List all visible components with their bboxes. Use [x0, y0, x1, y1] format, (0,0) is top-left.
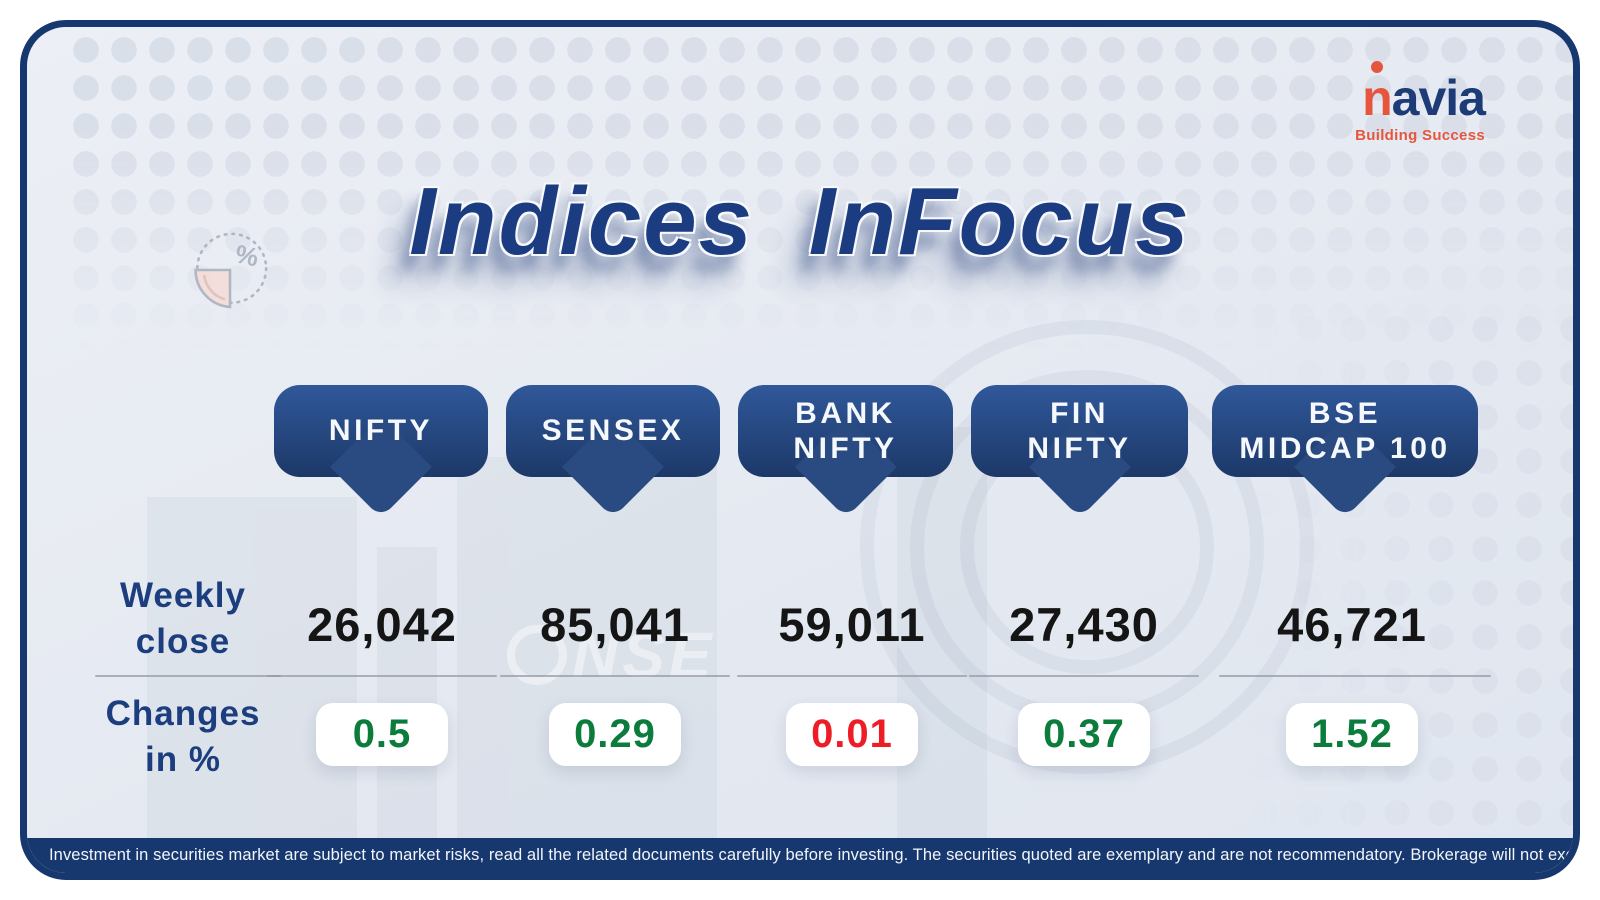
change-pill-sensex: 0.29	[549, 703, 681, 766]
brand-tagline: Building Success	[1355, 127, 1485, 144]
disclaimer-text: Investment in securities market are subj…	[49, 846, 1574, 864]
row-label-weekly-close: Weekly close	[120, 576, 246, 661]
index-badge-fin-nifty: FIN NIFTY	[971, 385, 1188, 477]
change-value-nifty: 0.5	[352, 712, 412, 756]
index-badge-bank-nifty: BANK NIFTY	[738, 385, 953, 477]
separator-line	[267, 675, 497, 677]
index-badge-sensex-label: SENSEX	[541, 414, 685, 448]
page-title: Indices InFocus	[409, 168, 1191, 275]
index-badge-bse-midcap-100-label: BSE MIDCAP 100	[1239, 396, 1451, 465]
index-badge-bse-midcap-100: BSE MIDCAP 100	[1212, 385, 1478, 477]
change-value-fin-nifty: 0.37	[1043, 712, 1125, 756]
row-label-changes-in-percent: Changes in %	[105, 694, 261, 779]
change-pill-fin-nifty: 0.37	[1018, 703, 1150, 766]
change-pill-nifty: 0.5	[316, 703, 448, 766]
index-badge-bank-nifty-label: BANK NIFTY	[793, 396, 898, 465]
weekly-close-nifty: 26,042	[307, 598, 457, 651]
index-badge-sensex: SENSEX	[506, 385, 720, 477]
weekly-close-bank-nifty: 59,011	[778, 598, 926, 651]
weekly-close-bse-midcap-100: 46,721	[1277, 598, 1427, 651]
separator-line	[95, 675, 281, 677]
pie-percent-icon: %	[194, 232, 268, 309]
svg-text:%: %	[233, 240, 261, 272]
index-badge-nifty-label: NIFTY	[328, 414, 434, 448]
disclaimer-bar: Investment in securities market are subj…	[27, 838, 1573, 873]
weekly-close-sensex: 85,041	[540, 598, 690, 651]
separator-line	[737, 675, 967, 677]
card-frame: NSE navia Building Success % Indices InF…	[20, 20, 1580, 880]
separator-line	[969, 675, 1199, 677]
change-value-sensex: 0.29	[574, 712, 656, 756]
change-value-bse-midcap-100: 1.52	[1311, 712, 1393, 756]
weekly-close-fin-nifty: 27,430	[1009, 598, 1159, 651]
separator-line	[1219, 675, 1491, 677]
change-pill-bank-nifty: 0.01	[786, 703, 918, 766]
logo-letters-avia: avia	[1391, 70, 1486, 126]
change-value-bank-nifty: 0.01	[811, 712, 893, 756]
index-badge-fin-nifty-label: FIN NIFTY	[1027, 396, 1132, 465]
brand-logo-wordmark: navia	[1362, 70, 1486, 126]
change-pill-bse-midcap-100: 1.52	[1286, 703, 1418, 766]
logo-letter-n: n	[1362, 70, 1393, 126]
brand-logo: navia Building Success	[1355, 70, 1486, 144]
index-badge-nifty: NIFTY	[274, 385, 488, 477]
separator-line	[500, 675, 730, 677]
